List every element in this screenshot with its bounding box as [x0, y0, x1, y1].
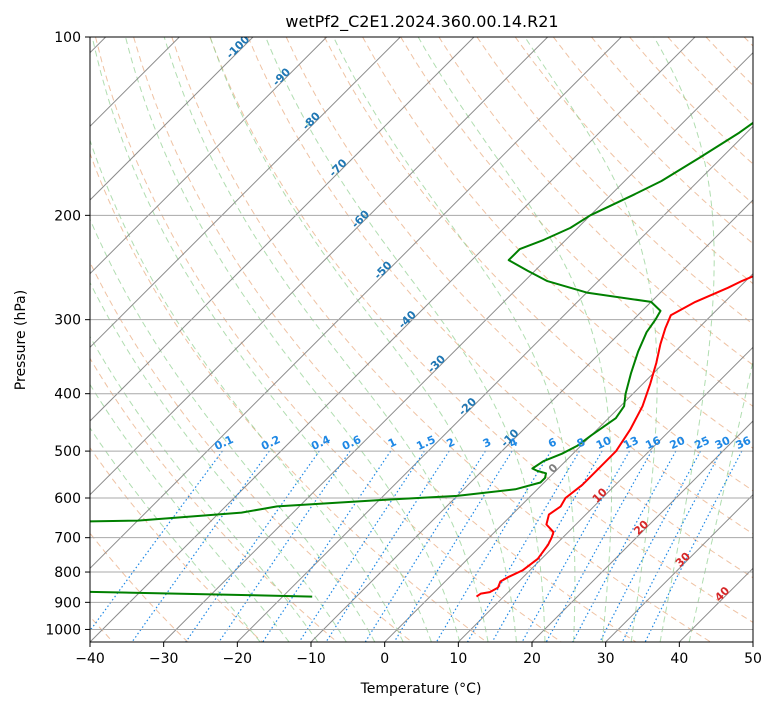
moist-adiabat-line	[90, 427, 261, 642]
plot-frame	[89, 36, 754, 643]
mixing-ratio-line	[393, 450, 513, 642]
moist-adiabat-line	[333, 37, 576, 642]
moist-adiabat-line	[91, 37, 432, 642]
moist-adiabat-line	[524, 37, 658, 642]
y-tick-label: 100	[54, 30, 81, 46]
mixing-ratio-label: 10	[594, 434, 614, 452]
dry-adiabat-line	[90, 357, 338, 642]
moist-adiabat-line	[90, 218, 376, 642]
isotherm-line	[90, 37, 401, 349]
dry-adiabat-line	[438, 37, 753, 366]
moist-adiabat-line	[163, 37, 489, 642]
mixing-ratio-line	[298, 450, 425, 642]
x-tick-label: 40	[670, 651, 688, 667]
x-axis-ticks: −40 −30 −20 −10 0 10 20 30 40 50	[75, 642, 762, 667]
isotherm-line	[531, 420, 753, 642]
y-tick-label: 700	[54, 531, 81, 547]
moist-adiabat-line	[209, 37, 517, 642]
mixing-ratio-line	[644, 450, 743, 642]
mixing-ratio-line	[572, 450, 677, 642]
x-tick-label: 30	[597, 651, 615, 667]
y-tick-label: 1000	[45, 622, 81, 638]
x-tick-label: −30	[149, 651, 179, 667]
mixing-ratio-line	[621, 450, 722, 642]
mixing-ratio-label: 20	[668, 434, 688, 452]
moist-adiabat-line	[653, 37, 715, 642]
mixing-ratio-label: 25	[692, 434, 711, 452]
x-tick-label: 20	[523, 651, 541, 667]
y-tick-label: 400	[54, 387, 81, 403]
isotherm-line	[163, 51, 753, 642]
mixing-ratio-line	[491, 450, 603, 642]
x-tick-label: 50	[744, 651, 762, 667]
dry-adiabat-line	[95, 37, 562, 642]
y-tick-label: 200	[54, 208, 81, 224]
dry-adiabat-line	[323, 37, 753, 492]
moist-adiabat-line	[90, 383, 290, 642]
dry-adiabat-line	[171, 37, 711, 642]
x-tick-label: −20	[223, 651, 253, 667]
mixing-ratio-label: 16	[643, 434, 663, 452]
dry-adiabat-line	[209, 37, 753, 623]
y-axis-ticks: 100 200 300 400 500 600 700 800 900 1000	[45, 30, 90, 638]
isotherm-line	[384, 272, 753, 642]
mixing-ratio-line	[521, 450, 631, 642]
moist-adiabat-line	[90, 281, 347, 642]
dry-adiabats	[90, 37, 753, 642]
isotherm-line	[90, 37, 328, 275]
dry-adiabat-line	[90, 152, 487, 642]
mixing-ratio-line	[185, 450, 320, 642]
x-tick-label: −10	[296, 651, 326, 667]
isotherm-line	[90, 37, 254, 201]
mixing-ratio-lines	[90, 450, 743, 642]
x-tick-label: 10	[449, 651, 467, 667]
y-tick-label: 300	[54, 313, 81, 329]
mixing-ratio-line	[90, 450, 223, 632]
moist-adiabat-line	[90, 335, 319, 642]
dry-adiabat-line	[285, 37, 753, 535]
x-tick-label: 0	[380, 651, 389, 667]
mixing-ratio-line	[545, 450, 653, 642]
mixing-ratio-line	[262, 450, 392, 642]
mixing-ratio-line	[599, 450, 702, 642]
moist-adiabat-line	[90, 138, 404, 642]
y-axis-label: Pressure (hPa)	[13, 290, 29, 390]
moist-adiabat-line	[125, 37, 461, 642]
dry-adiabat-line	[90, 446, 263, 642]
profile-series	[90, 121, 753, 598]
dewpoint-profile-line	[90, 121, 753, 598]
temperature-profile-line	[475, 275, 753, 598]
isotherm-line	[90, 37, 475, 422]
moist-adiabats	[90, 37, 753, 642]
isotherm-line	[236, 125, 753, 642]
moist-adiabat-line	[265, 37, 546, 642]
isotherm-line	[90, 37, 622, 570]
y-tick-label: 500	[54, 444, 81, 460]
y-tick-label: 600	[54, 491, 81, 507]
isotherm-line	[90, 37, 549, 496]
x-tick-label: −40	[75, 651, 105, 667]
moist-adiabat-line	[417, 37, 613, 642]
isotherm-line	[90, 37, 696, 642]
isotherm-line	[457, 346, 753, 642]
mixing-ratio-label: 36	[734, 434, 754, 452]
y-tick-label: 800	[54, 565, 81, 581]
mixing-ratio-label: 13	[621, 434, 640, 452]
isotherms	[90, 37, 753, 642]
mixing-ratio-line	[218, 450, 351, 642]
isotherm-line	[605, 493, 753, 642]
dry-adiabat-line	[247, 37, 753, 579]
dry-adiabat-line	[133, 37, 637, 642]
dry-adiabat-line	[476, 37, 753, 325]
plot-area: -100-90-80-70-60-50-40-30-20-10010203040…	[90, 37, 754, 642]
moist-adiabat-line	[688, 358, 753, 642]
isotherm-line	[310, 199, 753, 642]
chart-title: wetPf2_C2E1.2024.360.00.14.R21	[285, 12, 558, 32]
y-tick-label: 900	[54, 595, 81, 611]
mixing-ratio-label: 30	[713, 434, 733, 452]
x-axis-label: Temperature (°C)	[360, 681, 482, 697]
